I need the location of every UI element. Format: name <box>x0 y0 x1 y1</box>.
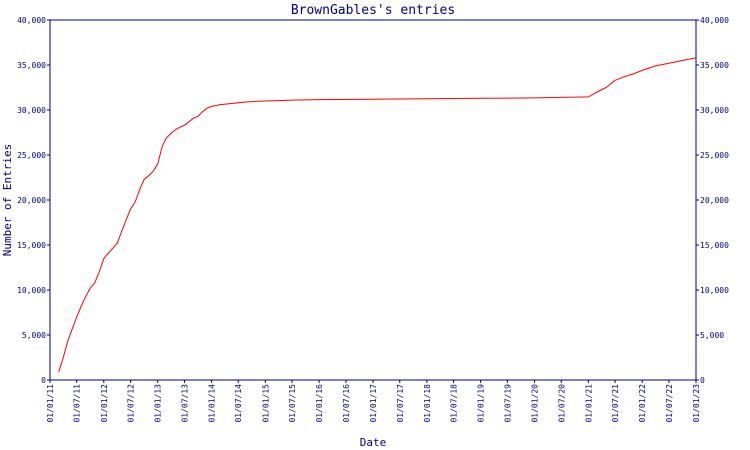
x-tick-label: 01/07/18 <box>450 384 459 423</box>
x-tick-label: 01/01/16 <box>315 384 324 423</box>
x-tick-label: 01/07/12 <box>127 384 136 423</box>
y-tick-label-left: 15,000 <box>17 241 46 250</box>
y-tick-label-left: 20,000 <box>17 196 46 205</box>
x-tick-label: 01/07/22 <box>665 384 674 423</box>
y-tick-label-right: 15,000 <box>700 241 729 250</box>
y-axis-label: Number of Entries <box>1 144 14 257</box>
x-tick-label: 01/01/19 <box>477 384 486 423</box>
series-group <box>58 57 697 373</box>
x-tick-label: 01/01/21 <box>584 384 593 423</box>
chart-title: BrownGables's entries <box>291 3 455 18</box>
series-line <box>58 57 697 373</box>
x-tick-label: 01/01/15 <box>261 384 270 423</box>
x-tick-label: 01/01/22 <box>638 384 647 423</box>
x-tick-label: 01/07/20 <box>557 384 566 423</box>
x-axis-label: Date <box>360 436 387 449</box>
x-tick-label: 01/07/21 <box>611 384 620 423</box>
y-tick-label-left: 0 <box>41 376 46 385</box>
x-tick-label: 01/07/17 <box>396 384 405 423</box>
y-tick-label-left: 30,000 <box>17 106 46 115</box>
y-tick-label-left: 35,000 <box>17 61 46 70</box>
y-tick-label-left: 40,000 <box>17 16 46 25</box>
x-tick-label: 01/07/19 <box>503 384 512 423</box>
x-tick-label: 01/07/15 <box>288 384 297 423</box>
x-tick-label: 01/07/11 <box>73 384 82 423</box>
y-tick-label-left: 25,000 <box>17 151 46 160</box>
y-tick-label-right: 0 <box>700 376 705 385</box>
x-tick-label: 01/01/12 <box>100 384 109 423</box>
y-tick-label-right: 5,000 <box>700 331 724 340</box>
y-axis-left: 0 5,000 10,000 15,000 20,000 25,000 30,000 35,0… <box>17 16 50 385</box>
x-tick-label: 01/01/14 <box>208 384 217 423</box>
y-tick-label-right: 30,000 <box>700 106 729 115</box>
x-tick-label: 01/07/13 <box>180 384 189 423</box>
y-tick-label-right: 25,000 <box>700 151 729 160</box>
x-tick-label: 01/07/14 <box>234 384 243 423</box>
x-tick-label: 01/01/20 <box>530 384 539 423</box>
x-tick-label: 01/01/11 <box>46 384 55 423</box>
y-axis-right: 0 5,000 10,000 15,000 20,000 25,000 30,000 35,0… <box>696 16 729 385</box>
x-tick-label: 01/01/23 <box>692 384 701 423</box>
y-tick-label-right: 20,000 <box>700 196 729 205</box>
y-tick-label-right: 10,000 <box>700 286 729 295</box>
y-tick-label-left: 5,000 <box>22 331 46 340</box>
x-tick-label: 01/07/16 <box>342 384 351 423</box>
y-tick-label-right: 35,000 <box>700 61 729 70</box>
x-axis: 01/01/11 01/07/11 01/01/12 01/07/12 01/01/13… <box>46 380 701 423</box>
plot-frame <box>49 19 697 381</box>
x-tick-label: 01/01/13 <box>154 384 163 423</box>
y-tick-label-left: 10,000 <box>17 286 46 295</box>
x-tick-label: 01/01/17 <box>369 384 378 423</box>
y-tick-label-right: 40,000 <box>700 16 729 25</box>
x-tick-label: 01/01/18 <box>423 384 432 423</box>
